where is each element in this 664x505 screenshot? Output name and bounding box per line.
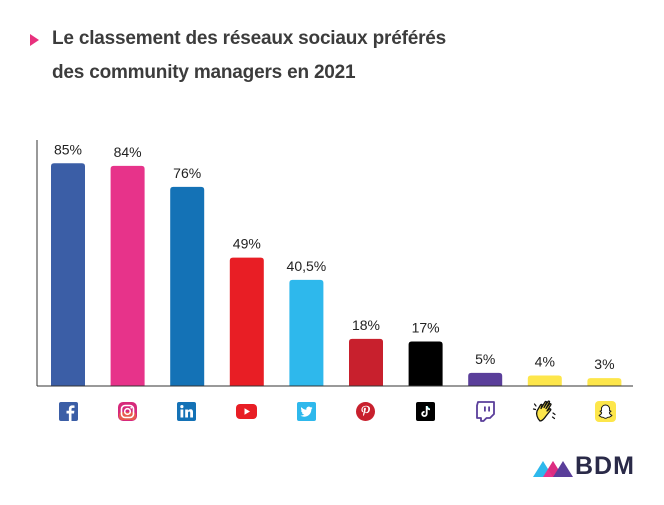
value-label-instagram: 84% [114, 144, 142, 160]
bar-clubhouse [527, 375, 562, 386]
bar-instagram [110, 165, 145, 386]
pinterest-icon [356, 402, 375, 421]
bar-pinterest [349, 338, 383, 386]
snapchat-icon [595, 401, 616, 422]
instagram-icon [118, 402, 137, 421]
value-label-pinterest: 18% [352, 317, 380, 333]
twitter-icon [297, 402, 316, 421]
bdm-logo-text: BDM [575, 452, 635, 480]
value-label-twitch: 5% [475, 351, 495, 367]
facebook-icon [59, 402, 78, 421]
tiktok-icon [416, 402, 435, 421]
bar-youtube [229, 257, 264, 386]
chart-title-line-2: des community managers en 2021 [52, 62, 356, 83]
bdm-logo: BDM [533, 452, 643, 480]
value-label-twitter: 40,5% [287, 258, 327, 274]
chart-title-line-1: Le classement des réseaux sociaux préfér… [52, 28, 446, 49]
youtube-icon [236, 404, 257, 419]
bar-snapchat [587, 378, 622, 386]
value-label-facebook: 85% [54, 141, 82, 157]
linkedin-icon [177, 402, 196, 421]
bar-linkedin [170, 186, 205, 386]
value-label-linkedin: 76% [173, 165, 201, 181]
value-label-youtube: 49% [233, 236, 261, 252]
bdm-logo-mark-icon [533, 461, 573, 477]
value-label-tiktok: 17% [412, 319, 440, 335]
bar-facebook [51, 163, 85, 386]
title-bullet-icon [30, 34, 39, 46]
value-label-clubhouse: 4% [535, 354, 555, 370]
twitch-icon [476, 401, 495, 422]
value-label-snapchat: 3% [594, 356, 614, 372]
clubhouse-icon [532, 400, 556, 422]
bar-twitch [468, 372, 503, 386]
bar-twitter [289, 279, 324, 386]
bar-tiktok [408, 341, 443, 386]
